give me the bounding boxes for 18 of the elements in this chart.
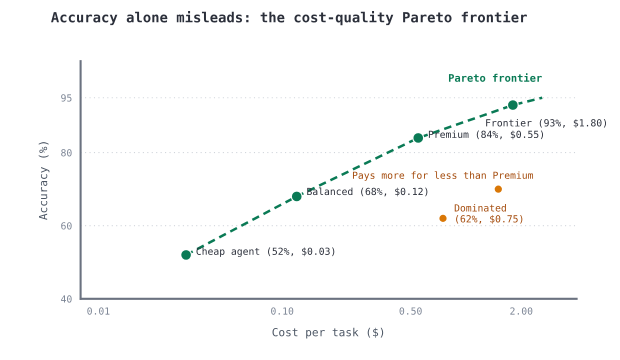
annotation: Pays more for less than Premium — [352, 171, 534, 181]
annotation: Cheap agent (52%, $0.03) — [196, 247, 334, 257]
y-tick-label: 40 — [61, 295, 72, 303]
y-tick-label: 60 — [61, 222, 72, 230]
annotation: Balanced (68%, $0.12) — [307, 188, 428, 196]
y-axis-title: Accuracy (%) — [38, 142, 50, 220]
annotation: Frontier (93%, $1.80) — [486, 119, 606, 128]
y-tick-label: 95 — [61, 94, 72, 102]
chart-title: Accuracy alone misleads: the cost-quality Pareto frontier — [51, 11, 527, 26]
x-tick-label: 0.10 — [271, 307, 294, 315]
x-tick-label: 0.50 — [400, 307, 422, 315]
annotation: Dominated (62%, $0.75) — [454, 204, 522, 224]
y-tick-label: 80 — [61, 149, 72, 156]
series-label: Pareto frontier — [448, 73, 542, 82]
annotation: Premium (84%, $0.55) — [428, 130, 544, 140]
x-tick-label: 0.01 — [87, 307, 110, 315]
x-axis-title: Cost per task ($) — [272, 328, 384, 339]
x-tick-label: 2.00 — [510, 307, 532, 315]
